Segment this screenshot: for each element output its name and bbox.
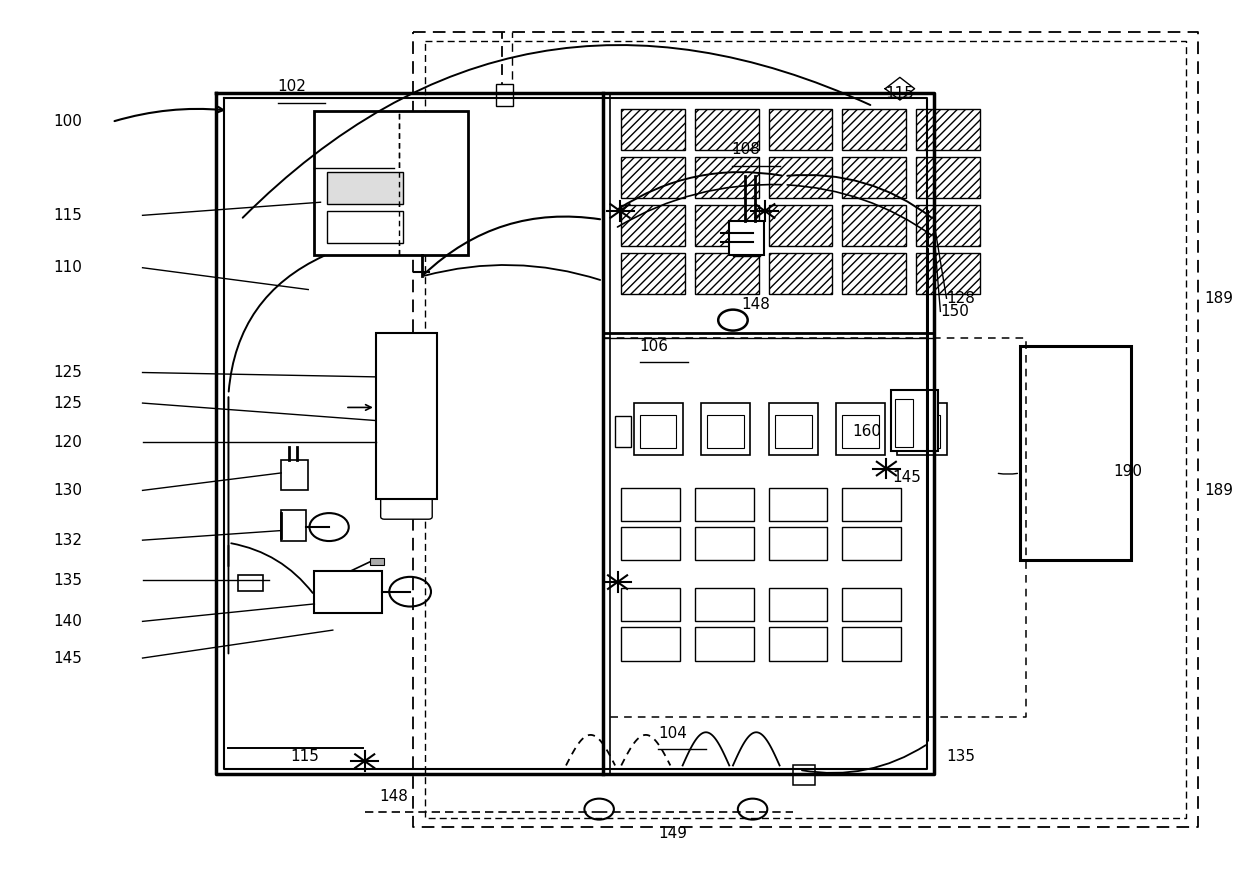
Bar [842, 588, 901, 621]
Bar [621, 527, 681, 561]
Bar [694, 253, 759, 294]
Text: 190: 190 [1114, 463, 1142, 478]
Text: 130: 130 [53, 483, 82, 498]
Bar [621, 488, 681, 521]
Bar [694, 627, 754, 661]
Bar [621, 588, 681, 621]
Text: 145: 145 [893, 470, 921, 484]
Bar [694, 588, 754, 621]
Text: 135: 135 [53, 573, 82, 588]
Text: 106: 106 [640, 339, 668, 354]
Bar [895, 399, 914, 447]
Bar [376, 333, 438, 499]
Bar [769, 627, 827, 661]
Text: 150: 150 [940, 304, 970, 319]
Text: 115: 115 [885, 86, 914, 101]
Bar [842, 415, 879, 449]
Bar [904, 415, 940, 449]
Bar [238, 576, 263, 590]
Bar [621, 253, 684, 294]
Bar [281, 460, 309, 491]
Bar [916, 109, 980, 150]
Bar [769, 253, 832, 294]
Bar [621, 109, 684, 150]
Text: 128: 128 [946, 291, 976, 306]
Bar [694, 205, 759, 246]
Bar [842, 157, 906, 198]
Bar [729, 222, 764, 255]
Bar [315, 571, 382, 612]
Bar [640, 415, 677, 449]
Bar [842, 627, 901, 661]
Bar [842, 527, 901, 561]
FancyBboxPatch shape [381, 346, 433, 384]
Bar [794, 766, 815, 785]
Bar [281, 511, 306, 541]
Bar [1021, 346, 1131, 561]
Text: 125: 125 [53, 365, 82, 380]
Bar [769, 488, 827, 521]
Text: 115: 115 [290, 749, 319, 764]
Text: 100: 100 [53, 115, 82, 130]
Text: 135: 135 [946, 749, 976, 764]
FancyBboxPatch shape [381, 438, 433, 476]
Bar [769, 157, 832, 198]
Bar [769, 588, 827, 621]
Bar [621, 627, 681, 661]
FancyBboxPatch shape [381, 394, 433, 432]
Text: 189: 189 [1204, 483, 1234, 498]
Bar [694, 488, 754, 521]
Bar [615, 416, 631, 447]
Bar [707, 415, 744, 449]
Bar [634, 403, 682, 456]
Bar [842, 205, 906, 246]
Text: 125: 125 [53, 396, 82, 411]
Bar [315, 110, 467, 255]
Bar [842, 488, 901, 521]
Text: 148: 148 [379, 788, 408, 803]
Bar [370, 558, 384, 566]
Text: 140: 140 [53, 614, 82, 629]
Text: 160: 160 [852, 423, 880, 439]
Bar [916, 205, 980, 246]
Bar [836, 403, 885, 456]
Bar [496, 84, 513, 106]
Text: 132: 132 [53, 533, 82, 548]
Bar [842, 253, 906, 294]
Bar [694, 109, 759, 150]
Text: 149: 149 [658, 826, 687, 841]
Text: 145: 145 [53, 651, 82, 666]
FancyBboxPatch shape [381, 482, 433, 519]
Bar [769, 205, 832, 246]
Bar [916, 157, 980, 198]
Bar [769, 403, 817, 456]
Bar [701, 403, 750, 456]
Text: 104: 104 [658, 725, 687, 740]
Bar [326, 173, 403, 204]
Text: 110: 110 [53, 260, 82, 275]
Text: 189: 189 [1204, 291, 1234, 306]
Text: 120: 120 [53, 434, 82, 450]
Bar [621, 205, 684, 246]
Bar [326, 211, 403, 244]
Bar [842, 109, 906, 150]
Bar [892, 390, 937, 451]
Bar [769, 109, 832, 150]
Bar [898, 403, 946, 456]
Bar [769, 527, 827, 561]
Bar [694, 527, 754, 561]
Bar [775, 415, 811, 449]
Text: 102: 102 [278, 80, 306, 95]
Bar [916, 253, 980, 294]
Bar [621, 157, 684, 198]
Bar [694, 157, 759, 198]
Text: 115: 115 [53, 208, 82, 223]
Text: 108: 108 [732, 142, 760, 158]
Text: 148: 148 [742, 297, 770, 312]
